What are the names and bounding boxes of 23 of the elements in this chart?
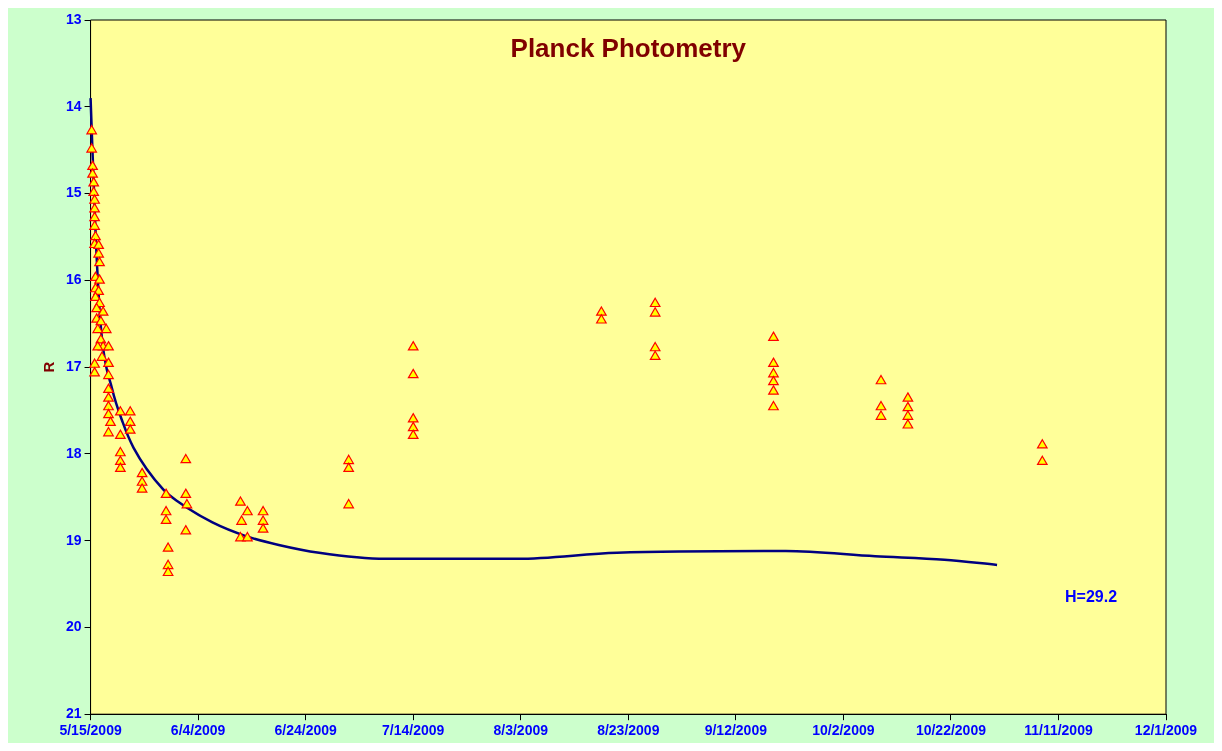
x-tick-label: 8/3/2009 [493, 722, 549, 739]
x-tick-label: 10/22/2009 [915, 722, 987, 739]
text: Planck Photometry [510, 33, 747, 64]
x-tick-label: 6/4/2009 [170, 722, 226, 739]
y-tick-label: 14 [65, 97, 82, 114]
y-axis-title: R [40, 361, 58, 373]
x-tick-label: 8/23/2009 [597, 722, 660, 739]
x-tick-label: 9/12/2009 [704, 722, 768, 739]
y-tick-label: 17 [65, 357, 82, 374]
y-tick-label: 21 [65, 705, 82, 722]
y-tick-label: 20 [65, 618, 82, 635]
annotation: H=29.2 [1064, 587, 1118, 605]
x-tick-label: 10/2/2009 [812, 722, 875, 739]
y-tick-label: 18 [65, 444, 82, 461]
y-tick-label: 15 [65, 184, 82, 201]
x-tick-label: 7/14/2009 [382, 722, 445, 739]
x-tick-label: 11/11/2009 [1024, 722, 1093, 739]
x-tick-label: 12/1/2009 [1134, 722, 1198, 739]
x-tick-label: 6/24/2009 [274, 722, 338, 739]
y-tick-label: 19 [65, 531, 82, 548]
y-tick-label: 13 [65, 10, 82, 27]
x-tick-label: 5/15/2009 [59, 722, 122, 739]
y-tick-label: 16 [65, 271, 82, 288]
